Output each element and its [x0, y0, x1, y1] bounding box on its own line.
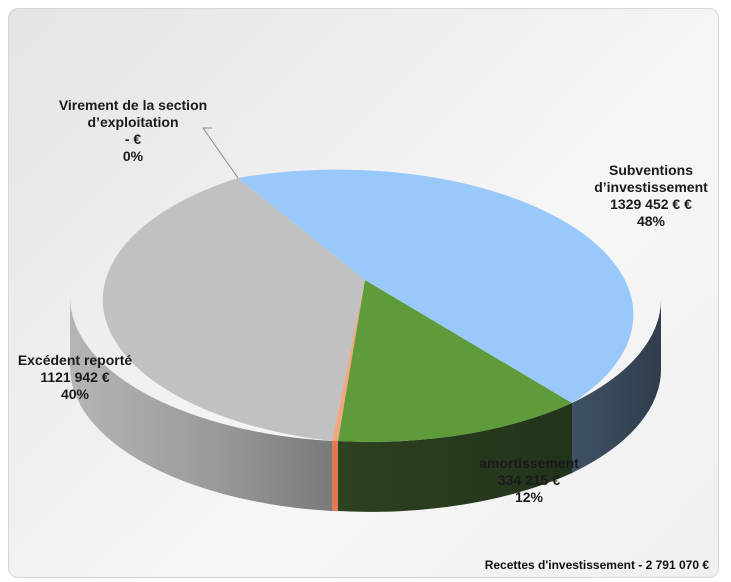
label-excedent: Excédent reporté 1121 942 € 40%	[17, 352, 133, 402]
slice-amortissement	[338, 280, 572, 442]
label-virement: Virement de la section d’exploitation - …	[58, 97, 208, 164]
slice-virement	[332, 280, 365, 442]
slice-excedent	[102, 178, 365, 441]
slice-wall-amortissement	[338, 403, 572, 512]
label-subventions: Subventions d’investissement 1329 452 € …	[594, 162, 708, 229]
slice-wall-excedent	[70, 297, 332, 511]
slice-subventions	[238, 169, 634, 403]
label-amortissement: amortissement 334 215 € 12%	[479, 455, 579, 505]
chart-subtitle: Recettes d'investissement - 2 791 070 €	[484, 558, 709, 572]
slice-wall-virement	[332, 441, 338, 512]
leader-line-virement	[202, 127, 239, 179]
slice-wall-subventions	[572, 297, 662, 473]
